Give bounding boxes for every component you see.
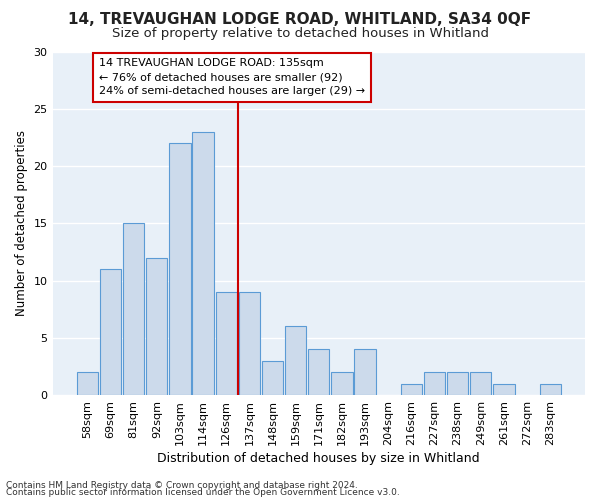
Bar [239,292,260,395]
Bar [470,372,491,395]
Bar [215,292,237,395]
Bar [262,360,283,395]
Text: Contains public sector information licensed under the Open Government Licence v3: Contains public sector information licen… [6,488,400,497]
Y-axis label: Number of detached properties: Number of detached properties [15,130,28,316]
Bar [493,384,515,395]
Text: 14 TREVAUGHAN LODGE ROAD: 135sqm
← 76% of detached houses are smaller (92)
24% o: 14 TREVAUGHAN LODGE ROAD: 135sqm ← 76% o… [99,58,365,96]
Bar [77,372,98,395]
Text: 14, TREVAUGHAN LODGE ROAD, WHITLAND, SA34 0QF: 14, TREVAUGHAN LODGE ROAD, WHITLAND, SA3… [68,12,532,28]
X-axis label: Distribution of detached houses by size in Whitland: Distribution of detached houses by size … [157,452,480,465]
Bar [355,350,376,395]
Bar [169,143,191,395]
Text: Size of property relative to detached houses in Whitland: Size of property relative to detached ho… [112,28,488,40]
Bar [308,350,329,395]
Bar [447,372,468,395]
Bar [401,384,422,395]
Bar [424,372,445,395]
Bar [539,384,561,395]
Bar [193,132,214,395]
Bar [331,372,353,395]
Bar [100,269,121,395]
Text: Contains HM Land Registry data © Crown copyright and database right 2024.: Contains HM Land Registry data © Crown c… [6,480,358,490]
Bar [123,224,145,395]
Bar [146,258,167,395]
Bar [285,326,306,395]
